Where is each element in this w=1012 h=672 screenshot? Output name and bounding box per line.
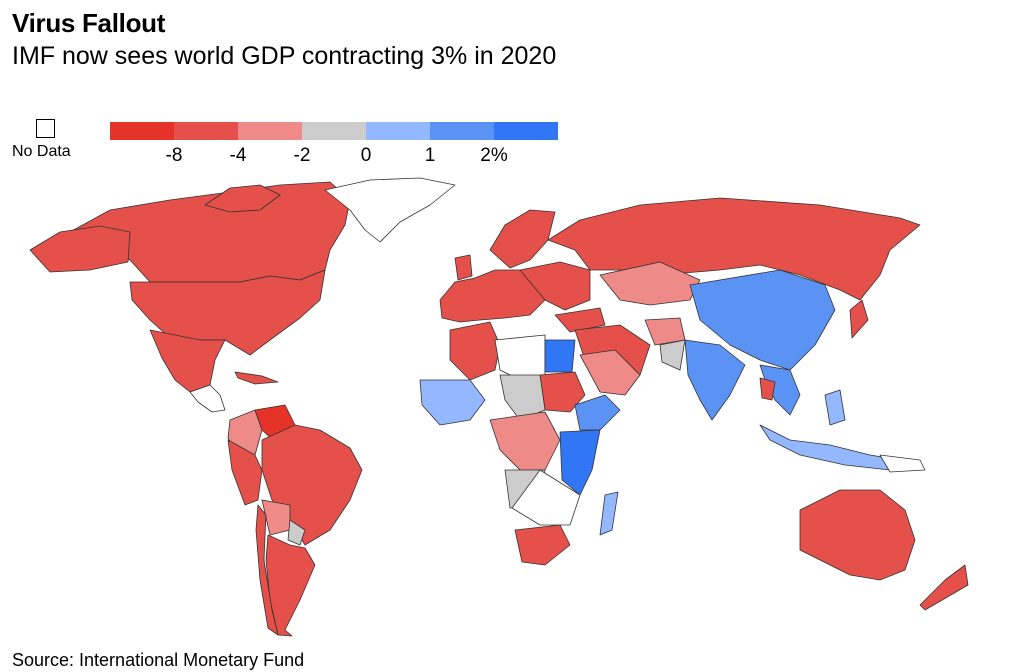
region-japan	[849, 299, 869, 339]
region-central-africa	[489, 411, 561, 471]
chart-subtitle: IMF now sees world GDP contracting 3% in…	[12, 42, 557, 70]
no-data-swatch	[36, 119, 55, 138]
legend-swatch	[494, 122, 558, 140]
legend-tick: -8	[165, 145, 183, 166]
region-madagascar	[599, 491, 619, 536]
legend-tick: 2%	[480, 145, 508, 166]
legend-swatch	[238, 122, 302, 140]
region-sahara-libya	[494, 334, 546, 381]
region-uk	[454, 254, 473, 281]
region-usa	[129, 269, 326, 356]
region-greenland	[324, 177, 456, 243]
region-west-africa	[419, 379, 486, 426]
region-indonesia	[759, 424, 901, 471]
region-chile	[255, 504, 279, 636]
region-kazakhstan	[599, 261, 701, 306]
region-arctic-islands	[204, 184, 281, 213]
color-legend	[110, 122, 558, 140]
region-caribbean	[234, 371, 279, 385]
region-south-africa	[514, 524, 571, 566]
region-philippines	[824, 389, 846, 426]
region-turkey	[554, 307, 606, 333]
region-eastern-europe	[519, 261, 591, 311]
region-australia	[799, 489, 916, 581]
region-peru	[227, 439, 263, 506]
world-map	[29, 177, 969, 637]
legend-tick: 0	[360, 145, 372, 166]
region-morocco-algeria	[449, 321, 501, 381]
no-data-label: No Data	[12, 143, 71, 160]
legend-swatch	[366, 122, 430, 140]
region-papua	[879, 454, 926, 473]
region-egypt	[544, 339, 576, 373]
legend-swatch	[110, 122, 174, 140]
region-alaska	[29, 225, 131, 273]
legend-tick: -2	[293, 145, 311, 166]
chart-title: Virus Fallout	[12, 8, 166, 38]
region-east-africa	[559, 429, 601, 496]
region-southern-central-africa	[511, 469, 581, 526]
legend-tick: -4	[229, 145, 247, 166]
legend-tick: 1	[424, 145, 436, 166]
region-scandinavia	[489, 209, 556, 269]
region-saudi-arabia	[579, 349, 641, 396]
region-new-zealand	[919, 564, 969, 611]
region-india	[684, 339, 746, 421]
source-note: Source: International Monetary Fund	[12, 650, 305, 670]
legend-swatch	[174, 122, 238, 140]
legend-swatch	[430, 122, 494, 140]
region-ethiopia	[574, 394, 621, 431]
region-russia	[547, 197, 921, 301]
region-pakistan	[659, 339, 686, 371]
region-thailand	[759, 377, 776, 401]
legend-swatch	[302, 122, 366, 140]
region-paraguay	[287, 519, 306, 546]
region-china	[689, 269, 836, 371]
region-central-america	[189, 384, 226, 413]
